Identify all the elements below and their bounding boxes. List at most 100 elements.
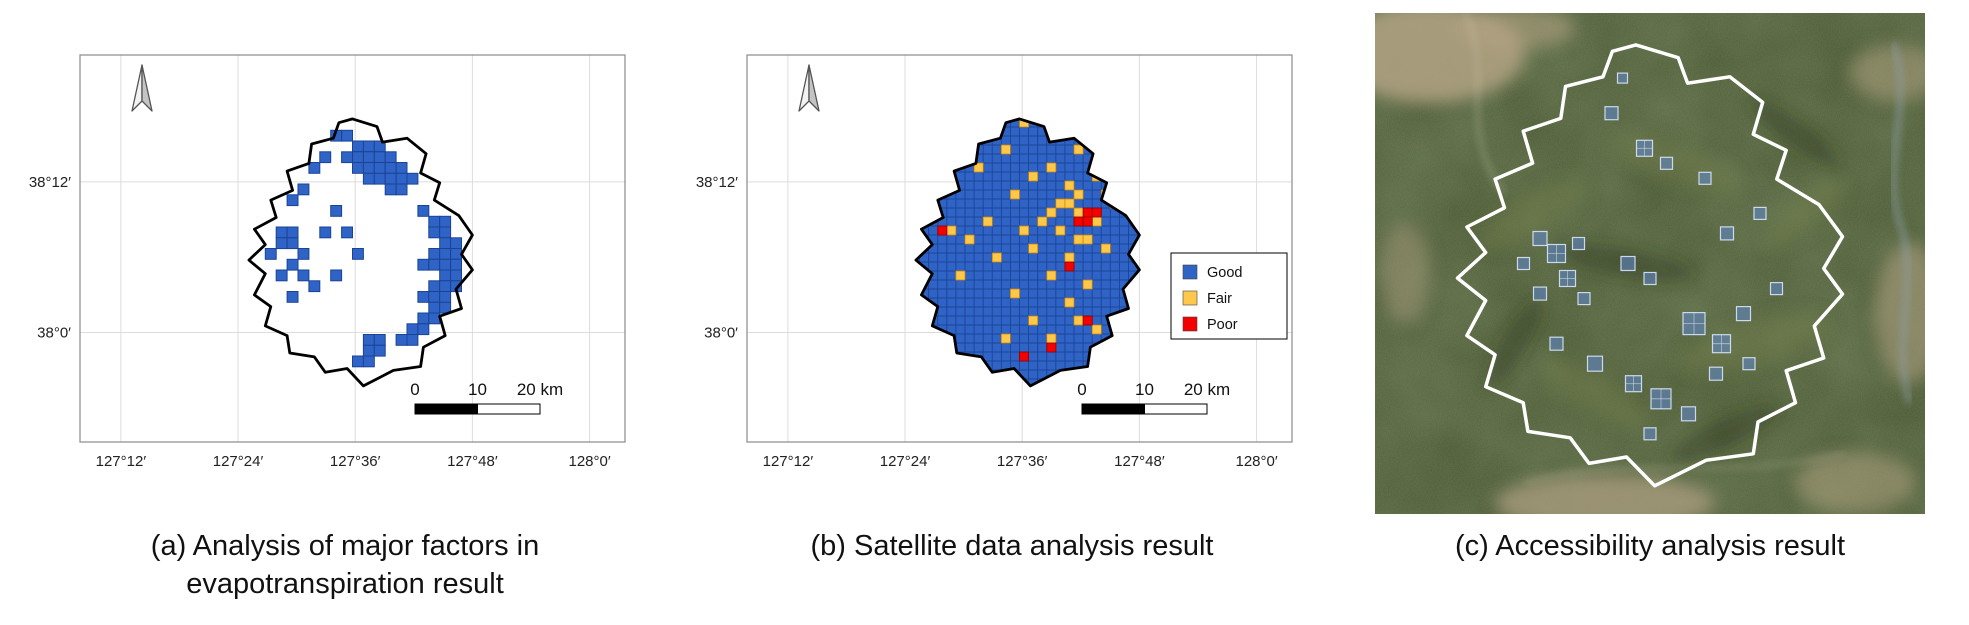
fair-cell bbox=[1055, 225, 1066, 236]
satellite-analysis-map: 127°12′ 127°24′ 127°36′ 127°48′ 128°0′ 38°12′… bbox=[696, 54, 1293, 470]
analysis-cell bbox=[297, 183, 310, 196]
fair-cell bbox=[1073, 144, 1084, 155]
fair-cell bbox=[1028, 243, 1039, 254]
accessibility-cell bbox=[1742, 357, 1756, 371]
y-tick-label: 38°0′ bbox=[704, 325, 738, 342]
analysis-cell bbox=[373, 151, 386, 164]
analysis-cell bbox=[275, 269, 288, 282]
accessibility-cell bbox=[1532, 230, 1548, 247]
fair-cell bbox=[1064, 180, 1075, 191]
axis-tick-labels: 127°12′ 127°24′ 127°36′ 127°48′ 128°0′ 38°12′… bbox=[696, 174, 1278, 470]
fair-cell bbox=[1046, 162, 1057, 173]
fair-cell bbox=[1064, 252, 1075, 263]
analysis-cell bbox=[417, 312, 430, 325]
analysis-cell bbox=[384, 183, 397, 196]
analysis-cell bbox=[373, 172, 386, 185]
poor-cell bbox=[1064, 261, 1075, 272]
fair-cell bbox=[1055, 198, 1066, 209]
fair-cell bbox=[1028, 315, 1039, 326]
analysis-cell bbox=[450, 248, 463, 260]
fair-cell bbox=[1028, 171, 1039, 182]
roads-and-river bbox=[1463, 13, 1913, 484]
y-tick-label: 38°12′ bbox=[29, 174, 71, 191]
analysis-cell bbox=[341, 151, 354, 164]
scale-label: 0 bbox=[1077, 380, 1086, 399]
fair-cell bbox=[1073, 234, 1084, 245]
accessibility-cell bbox=[1571, 236, 1586, 251]
analysis-cell bbox=[428, 248, 441, 260]
analysis-cell bbox=[362, 151, 375, 164]
axis-tick-labels: 127°12′ 127°24′ 127°36′ 127°48′ 128°0′ 38°12′… bbox=[29, 174, 611, 470]
fair-cell bbox=[1064, 198, 1075, 209]
fair-cell bbox=[1046, 207, 1057, 218]
analysis-cell bbox=[352, 248, 364, 260]
analysis-cell bbox=[286, 291, 299, 303]
x-tick-label: 127°48′ bbox=[447, 453, 498, 470]
analysis-cell bbox=[352, 162, 364, 174]
analysis-cell bbox=[275, 237, 288, 250]
panel-c bbox=[1375, 13, 1925, 514]
accessibility-cell bbox=[1735, 306, 1752, 322]
analysis-cell bbox=[428, 226, 441, 239]
analysis-cell bbox=[439, 226, 452, 239]
analysis-cell bbox=[428, 258, 441, 271]
x-tick-label: 128°0′ bbox=[1236, 453, 1278, 470]
fair-cell bbox=[1000, 333, 1011, 344]
y-tick-label: 38°12′ bbox=[696, 174, 738, 191]
analysis-cell bbox=[406, 172, 419, 185]
analysis-cell bbox=[439, 280, 452, 293]
watershed-boundary bbox=[1455, 43, 1845, 488]
x-tick-label: 127°36′ bbox=[997, 453, 1048, 470]
accessibility-cell bbox=[1708, 366, 1724, 381]
analysis-cell bbox=[395, 162, 408, 174]
factor-cells bbox=[264, 129, 463, 368]
analysis-cell bbox=[428, 215, 441, 228]
analysis-cell bbox=[264, 248, 277, 260]
fair-cell bbox=[1100, 243, 1111, 254]
fair-cell bbox=[946, 225, 957, 236]
analysis-cell bbox=[330, 205, 343, 217]
fair-cell bbox=[973, 162, 984, 173]
analysis-cell bbox=[362, 355, 375, 368]
accessibility-cell bbox=[1698, 171, 1712, 185]
analysis-cell bbox=[428, 291, 441, 303]
map-frame bbox=[79, 54, 626, 443]
analysis-cell bbox=[319, 226, 332, 239]
analysis-cell bbox=[341, 129, 354, 142]
analysis-cell bbox=[362, 162, 375, 174]
accessibility-cell bbox=[1659, 156, 1674, 170]
fair-cell bbox=[1046, 270, 1057, 281]
fair-cell bbox=[1064, 297, 1075, 308]
fair-cell bbox=[982, 216, 993, 227]
fair-cell bbox=[1019, 225, 1030, 236]
analysis-cell bbox=[406, 323, 419, 336]
fair-cell bbox=[991, 252, 1002, 263]
fair-cell bbox=[1073, 207, 1084, 218]
analysis-cell bbox=[395, 172, 408, 185]
accessibility-cell bbox=[1753, 206, 1767, 220]
scale-label: 20 km bbox=[517, 380, 563, 399]
fair-cell bbox=[1000, 144, 1011, 155]
panel-b-caption: (b) Satellite data analysis result bbox=[687, 527, 1337, 565]
analysis-cell bbox=[352, 355, 364, 368]
fair-cell bbox=[1082, 234, 1093, 245]
fair-cell bbox=[1073, 189, 1084, 200]
analysis-cell bbox=[417, 258, 430, 271]
x-tick-label: 127°36′ bbox=[330, 453, 381, 470]
fair-cell bbox=[1009, 189, 1020, 200]
accessibility-cell bbox=[1620, 255, 1636, 272]
accessibility-cell bbox=[1577, 292, 1591, 306]
analysis-cell bbox=[428, 301, 441, 314]
analysis-cell bbox=[439, 237, 452, 250]
accessibility-cell bbox=[1719, 226, 1735, 241]
poor-cell bbox=[1082, 315, 1093, 326]
north-arrow-icon bbox=[131, 64, 153, 112]
analysis-cell bbox=[286, 237, 299, 250]
analysis-cell bbox=[330, 269, 343, 282]
analysis-cell bbox=[406, 334, 419, 346]
accessibility-satellite-image bbox=[1375, 13, 1925, 514]
analysis-cell bbox=[319, 151, 332, 164]
analysis-cell bbox=[352, 151, 364, 164]
y-tick-label: 38°0′ bbox=[37, 325, 71, 342]
legend-swatch-fair bbox=[1182, 290, 1198, 306]
